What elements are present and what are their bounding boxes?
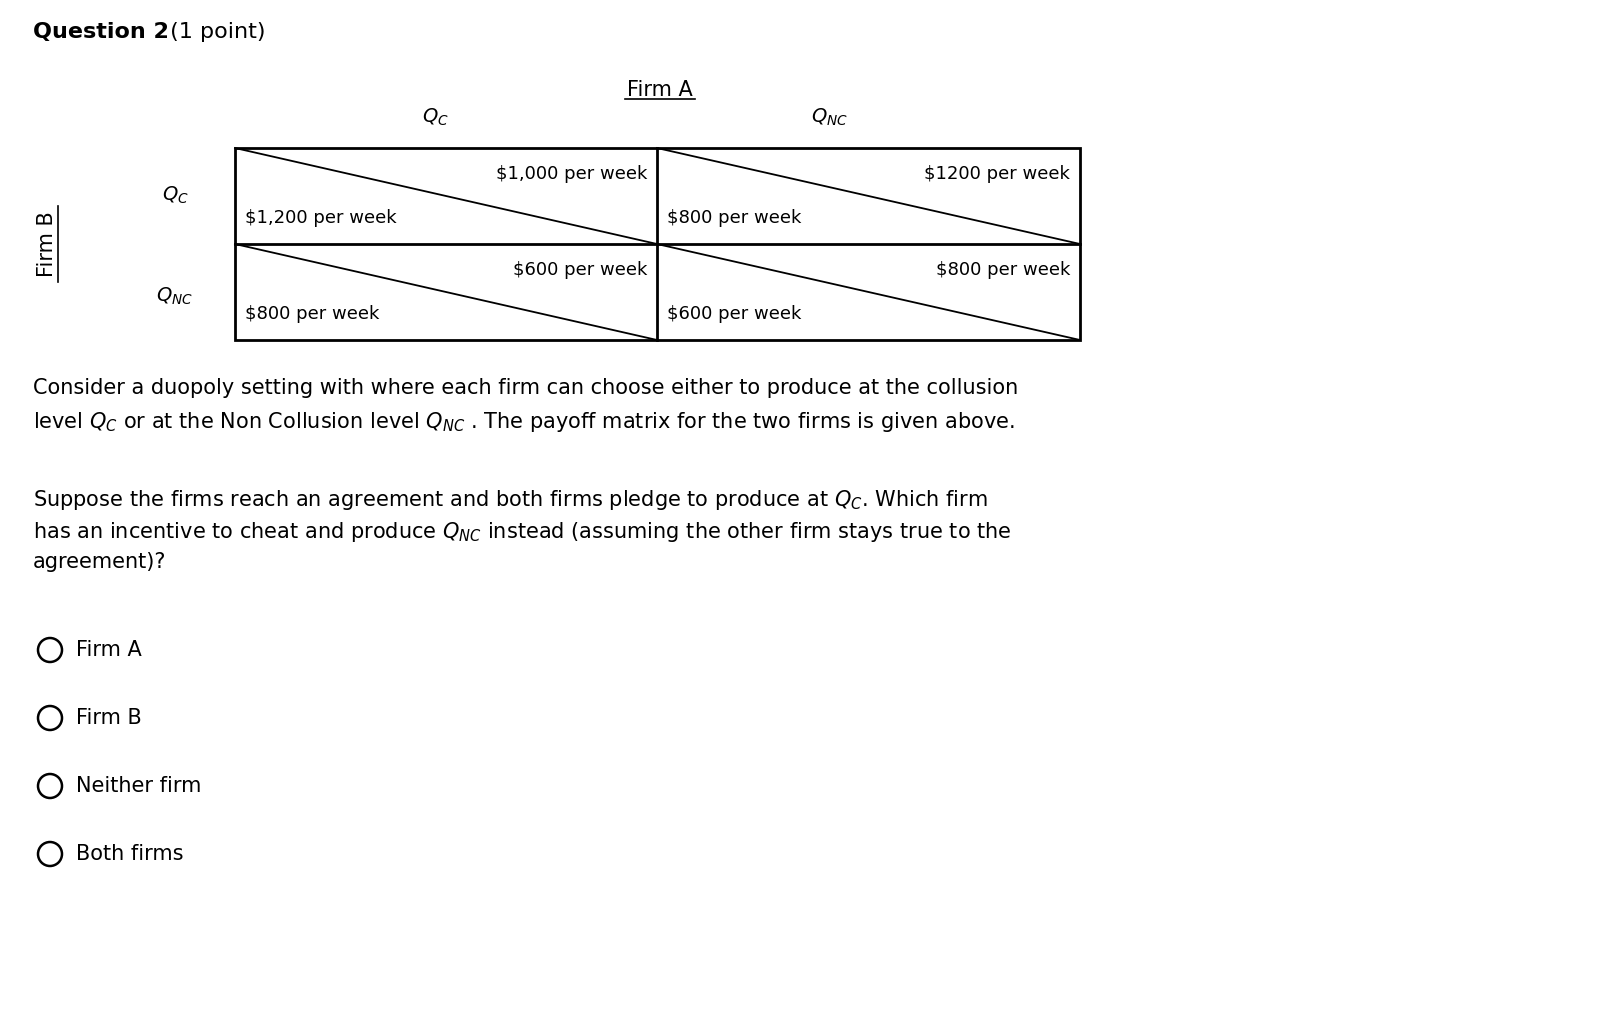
- Text: Both firms: Both firms: [75, 844, 183, 864]
- Text: $Q_{NC}$: $Q_{NC}$: [812, 107, 849, 128]
- Text: has an incentive to cheat and produce $Q_{NC}$ instead (assuming the other firm : has an incentive to cheat and produce $Q…: [34, 520, 1012, 544]
- Text: $800 per week: $800 per week: [935, 261, 1070, 279]
- Text: $Q_C$: $Q_C$: [422, 107, 449, 128]
- Text: Firm B: Firm B: [75, 708, 141, 728]
- Text: $1,000 per week: $1,000 per week: [496, 165, 646, 183]
- Text: (1 point): (1 point): [164, 22, 266, 42]
- Text: Neither firm: Neither firm: [75, 776, 202, 796]
- Text: Firm A: Firm A: [627, 80, 693, 100]
- Text: $600 per week: $600 per week: [513, 261, 646, 279]
- Text: $800 per week: $800 per week: [667, 209, 802, 227]
- Text: $1,200 per week: $1,200 per week: [245, 209, 396, 227]
- Text: Suppose the firms reach an agreement and both firms pledge to produce at $Q_C$. : Suppose the firms reach an agreement and…: [34, 488, 988, 512]
- Text: $Q_{NC}$: $Q_{NC}$: [157, 285, 194, 307]
- Text: $1200 per week: $1200 per week: [924, 165, 1070, 183]
- Text: Firm A: Firm A: [75, 640, 141, 660]
- Text: Consider a duopoly setting with where each firm can choose either to produce at : Consider a duopoly setting with where ea…: [34, 378, 1019, 398]
- Bar: [236, 148, 1079, 340]
- Text: Question 2: Question 2: [34, 22, 168, 42]
- Text: level $Q_C$ or at the Non Collusion level $Q_{NC}$ . The payoff matrix for the t: level $Q_C$ or at the Non Collusion leve…: [34, 410, 1015, 434]
- Text: Firm B: Firm B: [37, 211, 58, 277]
- Text: agreement)?: agreement)?: [34, 552, 167, 573]
- Text: $600 per week: $600 per week: [667, 305, 802, 323]
- Text: $Q_C$: $Q_C$: [162, 185, 188, 205]
- Text: $800 per week: $800 per week: [245, 305, 380, 323]
